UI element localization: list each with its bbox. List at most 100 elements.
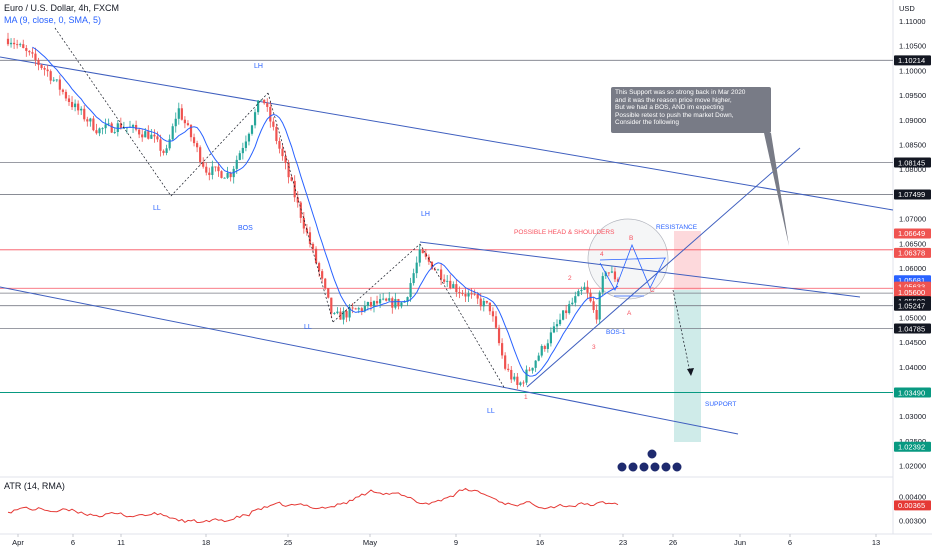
candle [565, 304, 568, 319]
analysis-callout[interactable]: This Support was so strong back in Mar 2… [611, 87, 771, 133]
label-ll-mid: LL [304, 324, 312, 331]
candle [327, 288, 330, 299]
candle [330, 297, 333, 318]
callout-pointer [764, 133, 789, 246]
candle [186, 120, 190, 127]
candle [443, 274, 446, 284]
candle [183, 116, 186, 129]
candle [74, 99, 77, 112]
indicator-ma-label[interactable]: MA (9, close, 0, SMA, 5) [4, 15, 102, 25]
time-tick-label: May [363, 538, 377, 547]
label-point-2: 2 [568, 275, 572, 282]
take-profit-zone[interactable] [674, 290, 701, 442]
candle [241, 142, 244, 160]
candle [153, 129, 156, 143]
candle [199, 145, 202, 166]
label-point-a: A [627, 310, 632, 317]
candle [342, 307, 345, 325]
swing-dashed-line[interactable] [419, 243, 506, 390]
projection-dashed-line[interactable] [672, 289, 691, 373]
candle [482, 297, 485, 312]
candle [244, 135, 247, 152]
time-tick-label: 11 [117, 538, 125, 547]
trend-line[interactable] [526, 147, 801, 388]
chart-title[interactable]: Euro / U.S. Dollar, 4h, FXCM [4, 3, 120, 13]
candle [177, 102, 180, 125]
price-tick-label: 1.04500 [899, 338, 926, 347]
candle [333, 312, 336, 315]
candle [467, 290, 470, 303]
candle [302, 211, 305, 234]
candle [250, 124, 254, 136]
candle [275, 124, 278, 145]
neckline[interactable] [599, 257, 667, 261]
candle [95, 123, 98, 135]
candle [104, 118, 107, 134]
time-tick-label: Jun [734, 538, 746, 547]
candle [211, 160, 214, 180]
stop-loss-zone[interactable] [674, 231, 701, 290]
candle [217, 161, 220, 177]
label-bos-1: BOS-1 [606, 329, 626, 336]
candle [98, 127, 101, 137]
candle [189, 123, 193, 142]
price-level-tag: 1.06649 [894, 228, 931, 239]
candle [549, 327, 552, 347]
head-shoulders-pattern[interactable] [599, 243, 666, 291]
price-tick-label: 1.09500 [899, 91, 926, 100]
trend-line[interactable] [0, 56, 893, 211]
candle [290, 174, 293, 182]
price-level-value: 1.05633 [898, 282, 925, 291]
candle [321, 268, 324, 284]
indicator-atr-label[interactable]: ATR (14, RMA) [4, 481, 65, 491]
candle [247, 132, 251, 146]
candle [16, 39, 19, 49]
trend-line[interactable] [419, 241, 861, 298]
swing-dashed-line[interactable] [54, 27, 172, 197]
time-tick-label: 25 [284, 538, 292, 547]
event-flag-icon[interactable] [660, 461, 672, 473]
candle [278, 137, 281, 154]
atr-line [7, 487, 619, 524]
candle [546, 339, 549, 353]
candle [25, 45, 28, 57]
event-flag-icon[interactable] [638, 461, 650, 473]
candle [257, 99, 260, 115]
candle [485, 300, 488, 305]
event-flag-icon[interactable] [671, 461, 683, 473]
candle [464, 288, 467, 303]
price-level-tag: 1.07499 [894, 189, 931, 200]
candle [418, 244, 421, 267]
candle [610, 266, 613, 274]
event-flag-icon[interactable] [649, 461, 661, 473]
candle [525, 365, 528, 386]
event-flag-icon[interactable] [646, 448, 658, 460]
candle [40, 63, 43, 70]
time-tick-label: 9 [454, 538, 458, 547]
price-level-value: 1.03490 [898, 388, 925, 397]
candle [388, 292, 391, 302]
candle [70, 96, 74, 111]
event-flag-icon[interactable] [627, 461, 639, 473]
event-icons[interactable] [616, 448, 683, 473]
swing-dashed-line[interactable] [332, 243, 421, 323]
trend-line[interactable] [0, 286, 739, 435]
price-tick-label: 1.09000 [899, 116, 926, 125]
label-possible-head-shoulders: POSSIBLE HEAD & SHOULDERS [514, 229, 615, 236]
candle [452, 281, 455, 289]
price-tick-label: 1.10000 [899, 66, 926, 75]
candle [113, 128, 116, 135]
candle [516, 372, 519, 390]
candle [574, 291, 577, 307]
price-tick-label: 1.03000 [899, 412, 926, 421]
callout-line: Possible retest to push the market Down, [615, 111, 734, 119]
candle [513, 373, 516, 382]
candle [391, 296, 394, 314]
candle [436, 268, 440, 271]
event-flag-icon[interactable] [616, 461, 628, 473]
candle [46, 64, 49, 77]
swing-dashed-line[interactable] [170, 92, 269, 197]
atr-last-value: 0.00365 [898, 501, 925, 510]
candle [577, 289, 580, 297]
